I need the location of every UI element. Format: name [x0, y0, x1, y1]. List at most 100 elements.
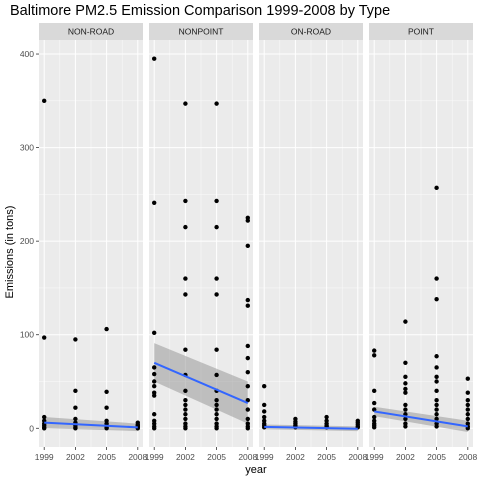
y-axis-title: Emissions (in tons) — [4, 206, 16, 299]
data-point — [214, 198, 219, 204]
data-point — [372, 414, 377, 420]
data-point — [403, 374, 408, 380]
data-point — [183, 412, 188, 417]
x-tick-label: 2008 — [128, 452, 147, 462]
x-tick-label: 1999 — [35, 452, 54, 462]
data-point — [183, 416, 188, 422]
data-point — [183, 388, 188, 394]
chart-title: Baltimore PM2.5 Emission Comparison 1999… — [10, 3, 390, 19]
data-point — [42, 414, 47, 420]
facet-panel-non-road: NON-ROAD 1999 2002 2005 2008 — [35, 23, 148, 462]
data-point — [152, 393, 157, 398]
x-tick-label: 2008 — [348, 452, 367, 462]
data-point — [403, 416, 408, 422]
data-point — [434, 388, 439, 394]
x-tick-label: 2002 — [396, 452, 415, 462]
data-point — [152, 371, 157, 377]
data-point — [183, 276, 188, 281]
data-point — [372, 400, 377, 406]
data-point — [403, 402, 408, 408]
x-tick-label: 1999 — [365, 452, 384, 462]
data-point — [183, 398, 188, 403]
data-point — [403, 424, 408, 429]
facet-strip — [149, 23, 253, 40]
data-point — [214, 101, 219, 106]
data-point — [152, 200, 157, 205]
data-point — [434, 296, 439, 302]
data-point — [245, 343, 250, 349]
data-point — [245, 303, 250, 308]
data-point — [434, 379, 439, 384]
data-point — [434, 374, 439, 380]
data-point — [245, 369, 250, 375]
data-point — [434, 412, 439, 417]
data-point — [434, 185, 439, 191]
data-point — [245, 297, 250, 303]
data-point — [245, 355, 250, 361]
data-point — [73, 405, 78, 410]
trend-line — [374, 410, 468, 428]
data-point — [434, 424, 439, 429]
x-tick-label: 2005 — [427, 452, 446, 462]
data-point — [104, 405, 109, 410]
trend-line — [264, 425, 358, 430]
y-tick-label: 0 — [29, 423, 34, 433]
data-point — [214, 224, 219, 230]
data-point — [465, 407, 470, 412]
facet-strip-label: NON-ROAD — [68, 27, 114, 37]
data-point — [42, 426, 47, 431]
data-point — [73, 337, 78, 342]
data-point — [42, 335, 47, 340]
data-point — [214, 276, 219, 281]
x-tick-label: 2008 — [458, 452, 477, 462]
facet-strip-label: POINT — [408, 27, 434, 37]
data-point — [434, 354, 439, 359]
x-tick-label: 2005 — [207, 452, 226, 462]
data-point — [214, 412, 219, 417]
facet-strip — [39, 23, 143, 40]
data-point — [403, 360, 408, 365]
data-point — [152, 426, 157, 431]
data-point — [73, 426, 78, 431]
facet-strip — [369, 23, 473, 40]
data-point — [152, 365, 157, 370]
x-tick-label: 2005 — [317, 452, 336, 462]
data-point — [183, 292, 188, 297]
data-point — [403, 319, 408, 324]
data-point — [262, 383, 267, 389]
facet-panels: NON-ROAD 1999 2002 2005 2008 NONPOINT 1999 2002… — [35, 23, 478, 462]
data-point — [434, 402, 439, 408]
data-point — [262, 414, 267, 420]
data-point — [465, 390, 470, 395]
data-point — [214, 407, 219, 412]
data-point — [245, 426, 250, 431]
data-point — [73, 416, 78, 422]
data-point — [465, 416, 470, 422]
data-point — [262, 409, 267, 414]
data-point — [434, 276, 439, 281]
data-point — [214, 416, 219, 422]
data-point — [403, 390, 408, 395]
y-tick-label: 300 — [20, 143, 34, 153]
data-point — [183, 402, 188, 408]
data-point — [183, 426, 188, 431]
data-point — [372, 353, 377, 358]
data-point — [183, 101, 188, 106]
facet-panel-on-road: ON-ROAD 1999 2002 2005 2008 — [255, 23, 368, 462]
x-tick-label: 1999 — [255, 452, 274, 462]
data-point — [245, 398, 250, 403]
data-point — [403, 407, 408, 412]
data-point — [434, 398, 439, 403]
data-point — [183, 407, 188, 412]
data-point — [403, 386, 408, 392]
y-axis: 0 100 200 300 400 — [20, 49, 39, 433]
data-point — [152, 379, 157, 384]
facet-panel-nonpoint: NONPOINT 1999 2002 2005 2008 — [145, 23, 258, 462]
data-point — [403, 381, 408, 386]
data-point — [465, 412, 470, 417]
data-point — [104, 389, 109, 394]
y-tick-label: 200 — [20, 236, 34, 246]
facet-strip-label: NONPOINT — [179, 27, 224, 37]
trend-line — [153, 361, 249, 404]
